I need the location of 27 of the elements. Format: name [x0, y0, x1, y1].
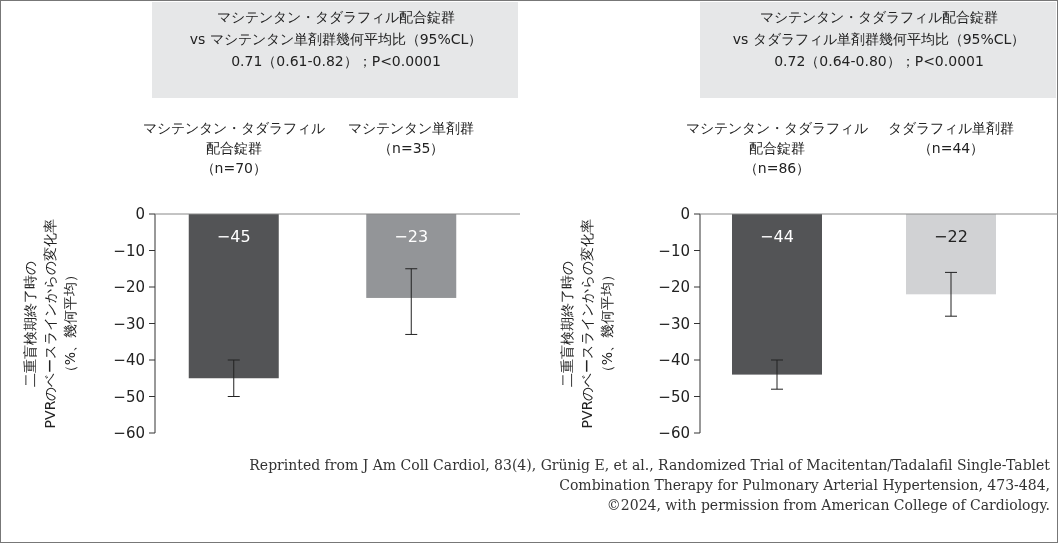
- x-tick-label: マシテンタン・タダラフィル配合錠群（n=86）: [686, 120, 868, 176]
- text: Reprinted from J Am Coll Cardiol, 83(4), Grünig E, et al., Randomized Trial of Macitentan/Tadalafil Single-Tablet Combination Therapy for Pulmonary Arterial Hypertension, 473-484, ©2024, with permission from American College of Cardiology.: [249, 457, 1051, 513]
- y-tick-label: −30: [113, 314, 145, 333]
- data-label: −23: [394, 227, 429, 246]
- y-tick-label: −40: [113, 351, 145, 369]
- y-tick-label: −50: [658, 387, 690, 406]
- x-tick-label: マシテンタン・タダラフィル配合錠群（n=70）: [142, 120, 325, 176]
- y-tick-label: −20: [658, 278, 690, 296]
- data-label: −45: [216, 227, 251, 246]
- y-axis-title: 二重盲検期終了時の PVRのベースラインからの変化率（%、幾何平均）: [559, 218, 615, 429]
- y-tick-label: −10: [113, 241, 145, 260]
- y-tick-label: −20: [113, 278, 145, 296]
- y-tick-label: 0: [135, 205, 145, 223]
- x-tick-label: マシテンタン単剤群（n=35）: [348, 120, 475, 156]
- x-tick-label: タダラフィル単剤群（n=44）: [888, 120, 1014, 156]
- y-tick-label: −30: [658, 314, 690, 333]
- y-tick-label: −40: [658, 351, 690, 369]
- y-tick-label: −50: [113, 387, 145, 406]
- y-tick-label: 0: [680, 205, 690, 223]
- data-label: −44: [760, 227, 794, 246]
- y-tick-label: −10: [658, 241, 690, 260]
- chart-title: マシテンタン・タダラフィル配合錠群 vs マシテンタン単剤群幾何平均比（95%CL） 0.71（0.61-0.82）；P<0.0001: [189, 9, 483, 69]
- data-label: −22: [934, 227, 968, 246]
- y-tick-label: −60: [113, 424, 145, 442]
- y-axis-title: 二重盲検期終了時の PVRのベースラインからの変化率（%、幾何平均）: [22, 218, 78, 429]
- y-tick-label: −60: [658, 424, 690, 442]
- chart-title: マシテンタン・タダラフィル配合錠群 vs タダラフィル単剤群幾何平均比（95%CL） 0.72（0.64-0.80）；P<0.0001: [732, 9, 1026, 69]
